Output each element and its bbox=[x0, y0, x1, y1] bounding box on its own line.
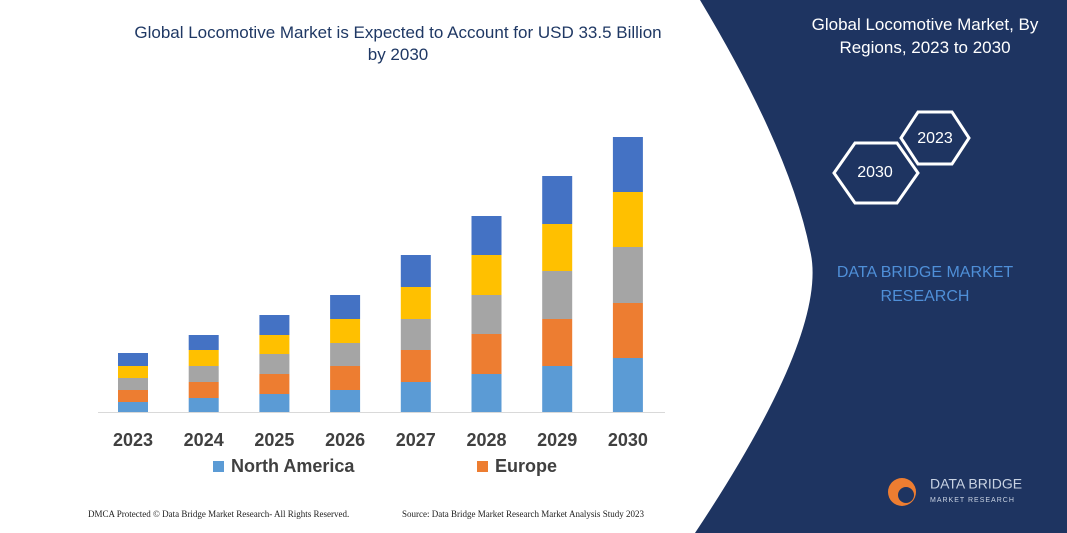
bar-segment bbox=[259, 394, 290, 412]
bar-segment bbox=[542, 224, 573, 271]
bar-segment bbox=[330, 343, 361, 366]
bar-segment bbox=[400, 287, 431, 319]
chart-title: by 2030 bbox=[368, 45, 429, 64]
bar-segment bbox=[259, 335, 290, 354]
bar-segment bbox=[118, 353, 148, 366]
x-tick-label: 2024 bbox=[184, 430, 224, 450]
bar-segment bbox=[259, 315, 290, 335]
panel-title: Global Locomotive Market, By Regions, 202… bbox=[812, 15, 1039, 57]
bar-segment bbox=[400, 382, 431, 412]
side-panel bbox=[695, 0, 1067, 533]
bar-segment bbox=[330, 366, 361, 390]
x-tick-label: 2025 bbox=[254, 430, 294, 450]
bar-segment bbox=[188, 398, 219, 412]
bar-segment bbox=[542, 319, 573, 366]
x-tick-label: 2026 bbox=[325, 430, 365, 450]
x-tick-label: 2023 bbox=[113, 430, 153, 450]
bar-segment bbox=[259, 374, 290, 394]
bar-segment bbox=[471, 295, 502, 334]
footer-left: DMCA Protected © Data Bridge Market Rese… bbox=[88, 509, 349, 519]
bar-segment bbox=[471, 216, 502, 255]
legend-label: Europe bbox=[495, 456, 557, 476]
bar-segment bbox=[471, 334, 502, 374]
legend-label: North America bbox=[231, 456, 355, 476]
bar-segment bbox=[118, 390, 148, 402]
bar-segment bbox=[330, 295, 361, 319]
bar-segment bbox=[612, 137, 643, 192]
bar-segment bbox=[330, 390, 361, 412]
logo-icon bbox=[898, 487, 914, 503]
hexagon bbox=[832, 141, 920, 205]
chart-title: Global Locomotive Market is Expected to … bbox=[134, 23, 661, 42]
footer-right: Source: Data Bridge Market Research Mark… bbox=[402, 509, 644, 519]
bar-segment bbox=[400, 255, 431, 287]
bar-segment bbox=[612, 247, 643, 303]
logo-sub: MARKET RESEARCH bbox=[930, 497, 1015, 504]
bar-segment bbox=[542, 366, 573, 412]
bar-segment bbox=[542, 271, 573, 319]
bar-segment bbox=[259, 354, 290, 374]
bar-segment bbox=[118, 402, 148, 412]
chart-title: Global Locomotive Market is Expected to … bbox=[134, 23, 661, 64]
x-tick-label: 2027 bbox=[396, 430, 436, 450]
hex-label: 2023 bbox=[917, 130, 953, 147]
bar-segment bbox=[612, 192, 643, 247]
bar-segment bbox=[612, 303, 643, 358]
bar-segment bbox=[188, 335, 219, 350]
bar-segment bbox=[542, 176, 573, 224]
bar-segment bbox=[118, 378, 148, 390]
bar-segment bbox=[188, 382, 219, 398]
bar-segment bbox=[118, 366, 148, 378]
bar-segment bbox=[330, 319, 361, 343]
bar-segment bbox=[471, 255, 502, 295]
bar-segment bbox=[471, 374, 502, 412]
hex-label: 2030 bbox=[857, 164, 893, 181]
bar-segment bbox=[400, 350, 431, 382]
x-tick-label: 2030 bbox=[608, 430, 648, 450]
x-tick-label: 2028 bbox=[466, 430, 506, 450]
bar-segment bbox=[188, 366, 219, 382]
logo-name: DATA BRIDGE bbox=[930, 476, 1022, 492]
x-tick-label: 2029 bbox=[537, 430, 577, 450]
bar-segment bbox=[612, 358, 643, 412]
legend-swatch bbox=[477, 461, 488, 472]
legend-swatch bbox=[213, 461, 224, 472]
bar-segment bbox=[188, 350, 219, 366]
bar-segment bbox=[400, 319, 431, 350]
brand-text: DATA BRIDGE MARKET RESEARCH bbox=[837, 264, 1014, 305]
hexagon bbox=[899, 110, 971, 166]
